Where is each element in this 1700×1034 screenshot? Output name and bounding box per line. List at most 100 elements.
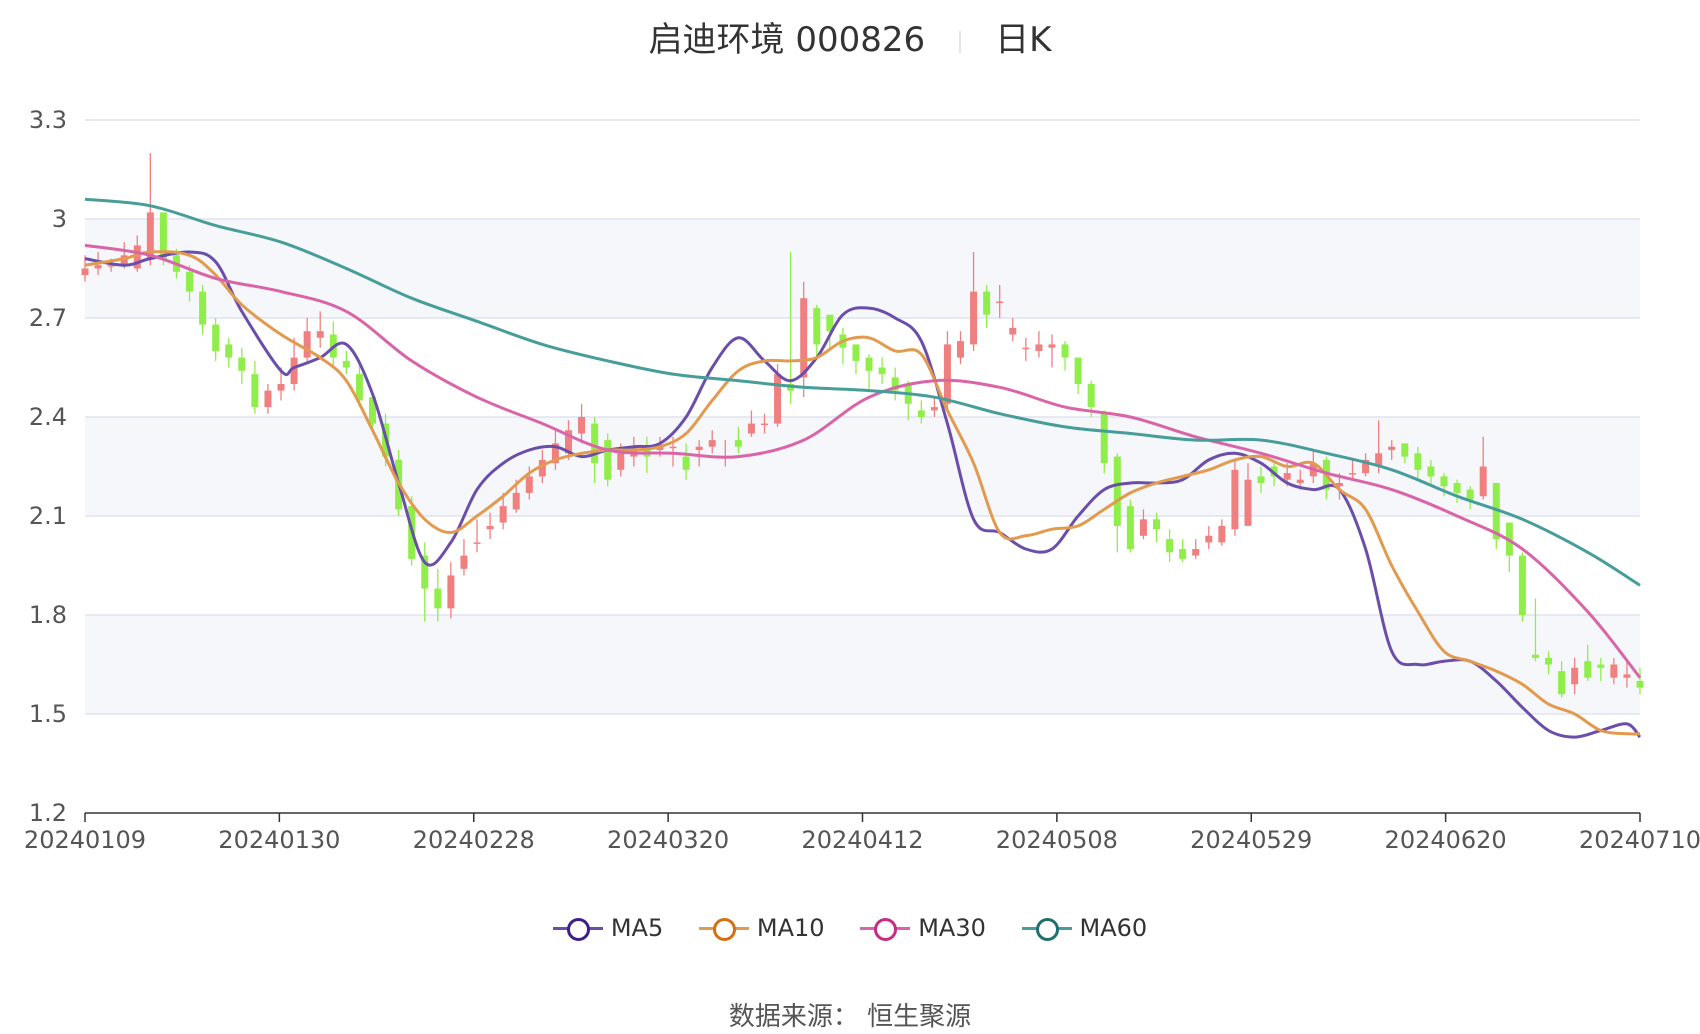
candle-body (800, 298, 808, 378)
candle (1571, 657, 1579, 695)
candle (251, 360, 259, 414)
candle-body (669, 446, 677, 449)
candle-body (1610, 664, 1618, 678)
candle (852, 344, 860, 375)
candle-body (734, 440, 742, 447)
candle (839, 327, 847, 365)
candle-body (316, 331, 324, 338)
moving-average-lines (84, 197, 1642, 739)
candle-body (1074, 357, 1082, 384)
candle (1218, 519, 1226, 546)
candlestick-chart: 1.21.51.82.12.42.733.3 20240109 20240130 2… (24, 106, 1700, 854)
candle (1100, 410, 1108, 474)
candle-body (538, 459, 546, 477)
candle (290, 337, 298, 391)
candle (1205, 525, 1213, 549)
candle-body (747, 423, 755, 434)
candle-body (107, 265, 115, 267)
candle (930, 397, 938, 417)
candle-body (342, 360, 350, 368)
candle-body (1283, 473, 1291, 480)
chart-title-sub: 日K (995, 20, 1052, 60)
candle-body (1100, 413, 1108, 464)
candle-body (957, 341, 965, 358)
candle (1453, 479, 1461, 503)
candle-body (1466, 489, 1474, 500)
candle-body (656, 446, 664, 450)
candle (1349, 459, 1357, 480)
candle (1466, 486, 1474, 510)
candle (238, 347, 246, 384)
legend-label-ma60: MA60 (1079, 914, 1148, 942)
candle (760, 413, 768, 434)
x-tick-label: 20240130 (218, 826, 340, 854)
candle-body (1022, 347, 1030, 350)
candle-body (578, 417, 586, 434)
candle (1518, 552, 1526, 622)
y-tick-label: 3.3 (29, 106, 67, 134)
candle-body (512, 492, 520, 510)
candle-body (303, 331, 311, 358)
legend-item-ma60[interactable]: MA60 (1021, 914, 1148, 942)
candle (1597, 657, 1605, 681)
candle-body (1113, 456, 1121, 526)
candle-body (708, 440, 716, 447)
legend-label-ma30: MA30 (918, 914, 986, 942)
candle-body (695, 446, 703, 450)
candle-body (1048, 344, 1056, 348)
candle (943, 331, 951, 411)
legend-swatch-ma30 (860, 918, 911, 941)
candle (1074, 357, 1082, 394)
series-line-ma60 (84, 197, 1641, 587)
chart-title: 启迪环境 000826 日K (0, 12, 1700, 61)
candle-body (1166, 539, 1174, 553)
candle-body (434, 588, 442, 609)
legend-label-ma10: MA10 (756, 914, 825, 942)
candle-body (943, 344, 951, 404)
candle (1623, 661, 1631, 688)
candle (813, 304, 821, 358)
candle-body (865, 357, 873, 371)
candle-body (930, 407, 938, 411)
candle-body (1453, 483, 1461, 493)
candle-body (1623, 674, 1631, 678)
grid-band (85, 615, 1640, 714)
candle-body (225, 344, 233, 358)
candle-body (551, 443, 559, 464)
candle-body (1009, 327, 1017, 335)
candle (865, 354, 873, 391)
candle-body (1153, 519, 1161, 530)
candle (604, 433, 612, 487)
candle-body (970, 291, 978, 345)
candle-body (1035, 344, 1043, 351)
x-tick-label: 20240508 (996, 826, 1118, 854)
candle-body (1257, 476, 1265, 483)
candle (1048, 334, 1056, 368)
candle-body (133, 245, 141, 269)
candle (957, 331, 965, 365)
candle-body (1179, 549, 1187, 559)
candle-body (1427, 466, 1435, 477)
candle-body (499, 506, 507, 523)
candle (146, 153, 154, 266)
candle-body (120, 255, 128, 266)
candle-body (159, 212, 167, 259)
candle (904, 380, 912, 421)
series-line-ma5 (84, 250, 1642, 739)
source-label: 数据来源： (728, 1002, 859, 1032)
candle (1192, 539, 1200, 559)
candle (1166, 529, 1174, 563)
legend-item-ma30[interactable]: MA30 (860, 914, 986, 942)
y-tick-label: 1.5 (29, 700, 67, 728)
candle (1061, 341, 1069, 371)
candle-body (826, 314, 834, 332)
legend-swatch-ma60 (1021, 918, 1072, 941)
candle-body (1061, 344, 1069, 358)
legend-item-ma5[interactable]: MA5 (552, 914, 663, 942)
legend-item-ma10[interactable]: MA10 (698, 914, 825, 942)
candle (1035, 331, 1043, 358)
candle (1414, 446, 1422, 480)
candle-body (591, 423, 599, 464)
candle-body (1335, 483, 1343, 487)
candle (708, 430, 716, 454)
